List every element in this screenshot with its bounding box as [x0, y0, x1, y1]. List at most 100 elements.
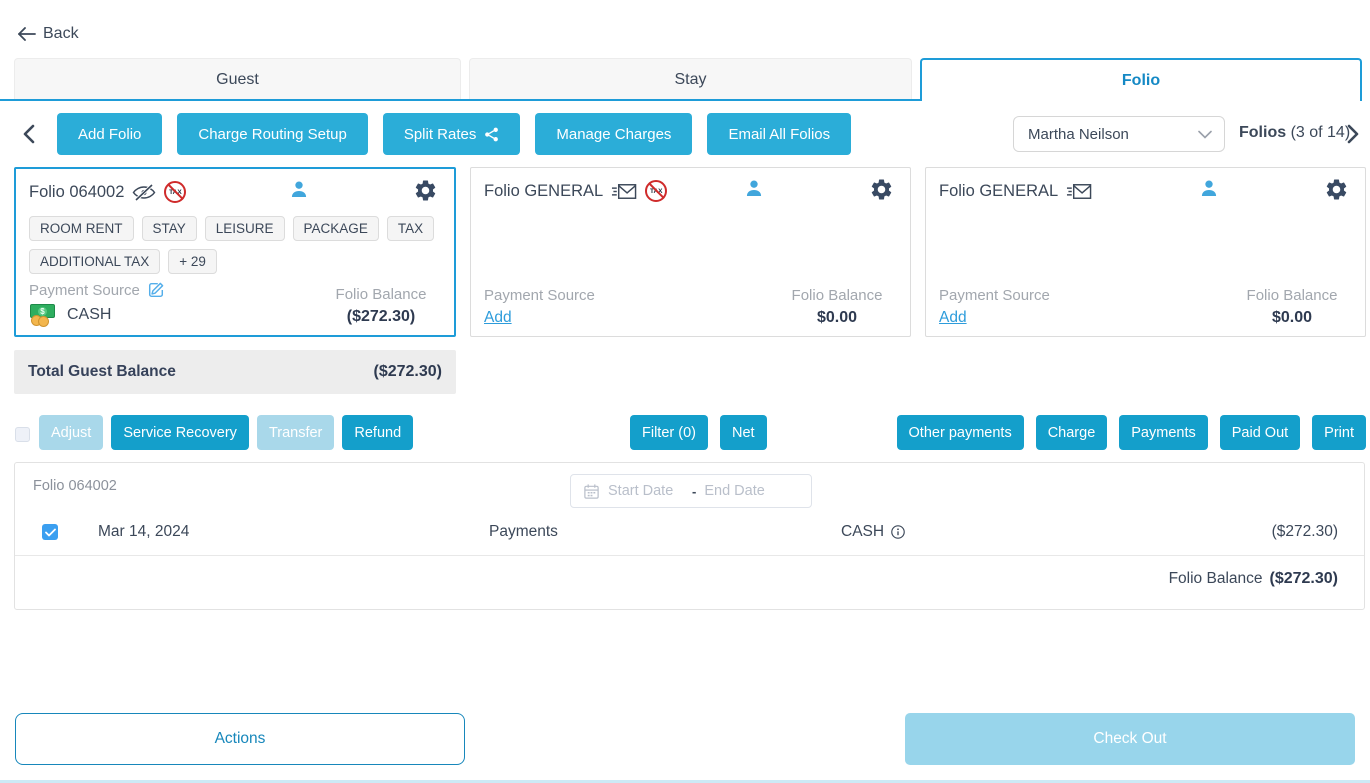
person-icon[interactable] — [744, 178, 764, 199]
share-icon — [484, 127, 499, 142]
folio-balance-block: Folio Balance ($272.30) — [321, 286, 441, 326]
active-tab-underline — [0, 99, 921, 101]
tag-chip: TAX — [386, 216, 435, 241]
total-guest-balance-value: ($272.30) — [373, 363, 443, 380]
cash-icon: $ — [29, 303, 57, 327]
start-date-input[interactable] — [608, 483, 684, 499]
payment-source-block: Payment Source $ CASH — [29, 281, 165, 327]
charge-button[interactable]: Charge — [1035, 415, 1108, 450]
date-range-separator: - — [692, 483, 697, 499]
transfer-button[interactable]: Transfer — [256, 415, 335, 450]
bottom-divider — [0, 780, 1370, 783]
refund-button[interactable]: Refund — [342, 415, 414, 450]
table-folio-label: Folio 064002 — [33, 478, 117, 494]
folio-card-title: Folio GENERAL — [939, 181, 1059, 200]
tax-exempt-icon: TAX — [164, 181, 187, 203]
info-icon[interactable] — [890, 524, 906, 540]
adjust-button[interactable]: Adjust — [39, 415, 104, 450]
folio-card-general-1[interactable]: Folio GENERAL TAX Payment Source Add Fol… — [470, 167, 911, 337]
folio-toolbar: Add Folio Charge Routing Setup Split Rat… — [57, 113, 852, 155]
date-range-picker[interactable]: - — [570, 474, 812, 508]
transaction-date: Mar 14, 2024 — [98, 523, 190, 540]
send-email-icon — [611, 182, 637, 201]
gear-icon[interactable] — [1324, 177, 1349, 202]
tag-chip: ADDITIONAL TAX — [29, 249, 161, 274]
folio-balance-label: Folio Balance — [791, 287, 883, 304]
gear-icon[interactable] — [413, 178, 438, 203]
folio-balance-value: ($272.30) — [346, 308, 416, 325]
other-payments-button[interactable]: Other payments — [896, 415, 1024, 450]
tag-chip: ROOM RENT — [29, 216, 134, 241]
payment-method-value: CASH — [67, 305, 112, 323]
folio-card-general-2[interactable]: Folio GENERAL Payment Source Add Folio B… — [925, 167, 1366, 337]
calendar-icon — [583, 483, 600, 500]
guest-select[interactable]: Martha Neilson — [1013, 116, 1225, 152]
total-guest-balance-bar: Total Guest Balance ($272.30) — [14, 350, 456, 394]
add-payment-source-link[interactable]: Add — [939, 309, 967, 326]
payments-button[interactable]: Payments — [1119, 415, 1208, 450]
folio-next-button[interactable] — [1342, 121, 1364, 147]
folio-card-064002[interactable]: Folio 064002 TAX ROOM RENT STAY LEISURE … — [14, 167, 456, 337]
folios-counter: Folios (3 of 14) — [1239, 124, 1350, 142]
transaction-row[interactable]: Mar 14, 2024 Payments CASH ($272.30) — [15, 515, 1364, 556]
person-icon[interactable] — [289, 179, 309, 200]
arrow-left-icon — [18, 27, 36, 41]
payment-source-block: Payment Source Add — [484, 287, 595, 327]
transaction-method: CASH — [841, 523, 885, 540]
select-all-checkbox[interactable] — [15, 427, 30, 442]
tab-stay[interactable]: Stay — [469, 58, 912, 100]
check-icon — [44, 528, 56, 536]
service-recovery-button[interactable]: Service Recovery — [111, 415, 249, 450]
folio-prev-button[interactable] — [18, 121, 40, 147]
paid-out-button[interactable]: Paid Out — [1219, 415, 1301, 450]
end-date-input[interactable] — [704, 483, 781, 499]
check-out-button[interactable]: Check Out — [905, 713, 1355, 765]
payment-source-block: Payment Source Add — [939, 287, 1050, 327]
payment-source-label: Payment Source — [484, 287, 595, 304]
tab-guest[interactable]: Guest — [14, 58, 461, 100]
filter-button[interactable]: Filter (0) — [630, 415, 708, 450]
tag-chip-more[interactable]: + 29 — [168, 249, 217, 274]
folio-tags: ROOM RENT STAY LEISURE PACKAGE TAX ADDIT… — [29, 216, 441, 274]
folio-balance-label: Folio Balance — [335, 286, 427, 303]
total-guest-balance-label: Total Guest Balance — [28, 363, 176, 380]
tax-exempt-icon: TAX — [645, 180, 668, 202]
manage-charges-button[interactable]: Manage Charges — [535, 113, 693, 155]
person-icon[interactable] — [1199, 178, 1219, 199]
folio-card-title: Folio GENERAL — [484, 181, 604, 200]
row-checkbox[interactable] — [42, 524, 58, 540]
add-payment-source-link[interactable]: Add — [484, 309, 512, 326]
folio-balance-block: Folio Balance $0.00 — [1232, 287, 1352, 327]
folio-balance-value: $0.00 — [1271, 309, 1313, 326]
tab-folio[interactable]: Folio — [920, 58, 1362, 101]
folio-balance-value: $0.00 — [816, 309, 858, 326]
split-rates-button[interactable]: Split Rates — [382, 113, 521, 155]
table-folio-balance-value: ($272.30) — [1269, 570, 1339, 587]
net-button[interactable]: Net — [719, 415, 767, 450]
email-all-folios-button[interactable]: Email All Folios — [707, 113, 852, 155]
print-button[interactable]: Print — [1312, 415, 1366, 450]
add-folio-button[interactable]: Add Folio — [57, 113, 163, 155]
edit-icon[interactable] — [147, 281, 165, 299]
transaction-amount: ($272.30) — [1271, 523, 1338, 540]
charge-routing-setup-button[interactable]: Charge Routing Setup — [177, 113, 368, 155]
back-button[interactable]: Back — [18, 25, 79, 43]
transaction-actions-left: Adjust Service Recovery Transfer Refund — [39, 415, 414, 450]
eye-slash-icon — [132, 183, 156, 202]
table-folio-balance: Folio Balance ($272.30) — [1169, 570, 1338, 588]
guest-select-value: Martha Neilson — [1028, 125, 1129, 143]
tag-chip: LEISURE — [204, 216, 285, 241]
chevron-left-icon — [23, 124, 35, 144]
folios-count: (3 of 14) — [1290, 124, 1351, 141]
transaction-actions-right: Other payments Charge Payments Paid Out … — [896, 415, 1366, 450]
tag-chip: STAY — [141, 216, 197, 241]
chevron-right-icon — [1347, 124, 1359, 144]
chevron-down-icon — [1198, 130, 1212, 139]
actions-button[interactable]: Actions — [15, 713, 465, 765]
tag-chip: PACKAGE — [292, 216, 379, 241]
back-label: Back — [43, 25, 79, 42]
gear-icon[interactable] — [869, 177, 894, 202]
transaction-actions-middle: Filter (0) Net — [630, 415, 767, 450]
folios-label: Folios — [1239, 124, 1287, 141]
